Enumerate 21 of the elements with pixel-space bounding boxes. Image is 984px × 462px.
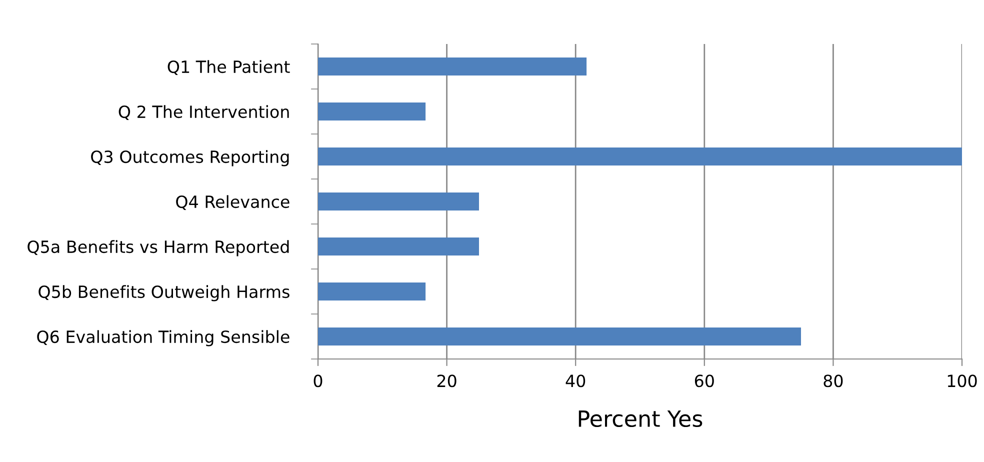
y-tick-label: Q4 Relevance — [176, 195, 290, 210]
bar — [318, 282, 426, 300]
y-tick-label: Q6 Evaluation Timing Sensible — [37, 330, 290, 346]
bar — [318, 102, 426, 120]
bar — [318, 192, 479, 210]
y-tick-label: Q 2 The Intervention — [118, 105, 289, 120]
x-tick-label: 100 — [948, 374, 977, 388]
bar — [318, 58, 587, 76]
x-tick-label: 60 — [694, 374, 714, 388]
x-axis-title: Percent Yes — [578, 410, 702, 428]
bar — [318, 148, 962, 166]
bar — [318, 328, 801, 346]
x-tick-label: 0 — [314, 374, 322, 388]
bar — [318, 238, 479, 256]
x-tick-label: 40 — [566, 374, 586, 388]
y-tick-label: Q5a Benefits vs Harm Reported — [28, 240, 289, 256]
x-tick-label: 80 — [824, 374, 843, 388]
x-tick-label: 20 — [437, 374, 456, 388]
y-tick-label: Q5b Benefits Outweigh Harms — [38, 285, 290, 302]
y-tick-label: Q1 The Patient — [168, 60, 290, 75]
y-tick-label: Q3 Outcomes Reporting — [91, 150, 289, 166]
